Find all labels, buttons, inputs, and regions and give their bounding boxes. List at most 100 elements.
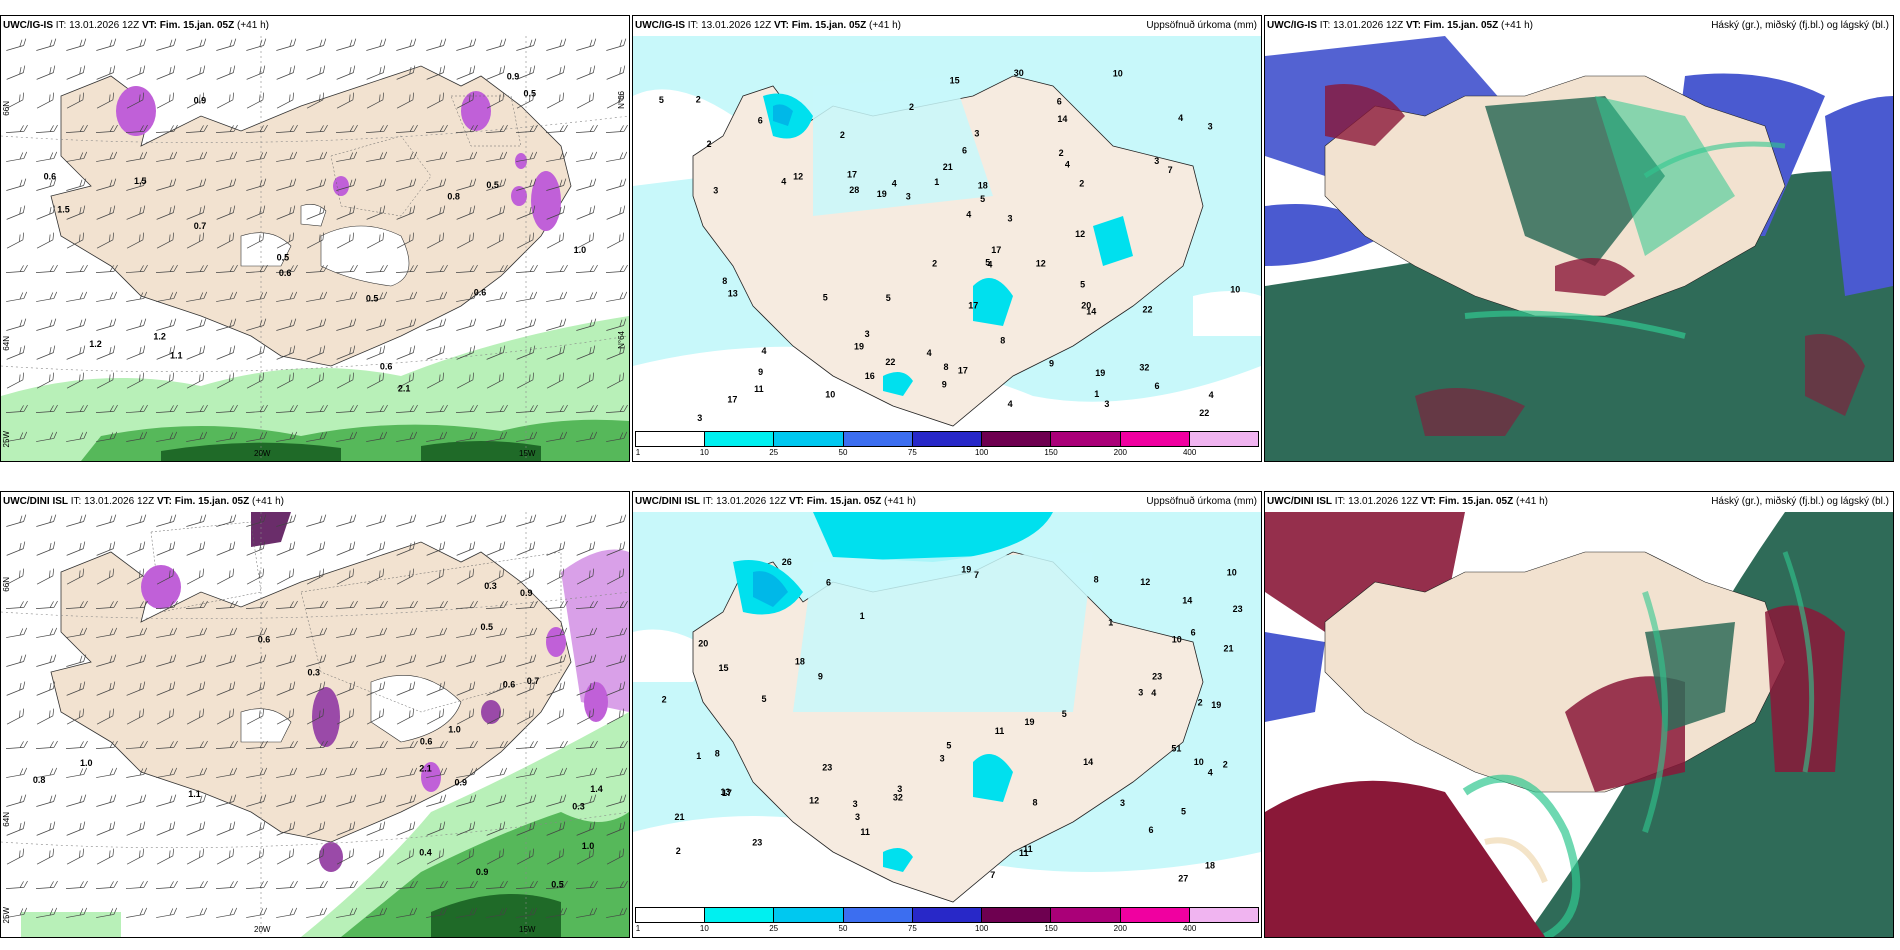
wind-barb — [516, 907, 538, 918]
wind-barb — [576, 178, 597, 191]
value-label: 0.9 — [520, 588, 533, 598]
wind-barb — [246, 541, 266, 556]
wind-barb — [456, 681, 476, 696]
wind-barb — [366, 318, 387, 331]
wind-barb — [156, 654, 177, 667]
wind-barb — [36, 151, 58, 162]
wind-barb — [276, 151, 298, 162]
wind-barb — [186, 205, 206, 220]
wind-barb — [605, 264, 628, 273]
wind-barb — [216, 627, 238, 638]
wind-barb — [306, 514, 327, 527]
colorbar-bin — [982, 432, 1052, 446]
wind-barb — [35, 880, 58, 889]
precip-max — [883, 372, 913, 396]
lat-label-right: N°64 — [617, 331, 626, 349]
value-label: 5 — [946, 740, 951, 750]
wind-barb — [246, 568, 265, 585]
wind-barb — [606, 821, 626, 836]
wind-barb — [576, 291, 598, 302]
colorbar-tick-label: 200 — [1113, 924, 1128, 933]
value-label: 1 — [860, 611, 865, 621]
wind-barb — [546, 318, 567, 331]
wind-barb — [156, 178, 177, 191]
value-label: 4 — [1008, 399, 1013, 409]
wind-barb — [216, 848, 235, 865]
wind-barb — [96, 291, 118, 302]
wind-barb — [6, 767, 28, 778]
value-label: 3 — [1008, 213, 1013, 223]
wind-barb — [486, 345, 506, 360]
wind-barb — [216, 205, 236, 220]
value-label: 0.6 — [380, 362, 393, 372]
wind-barb — [216, 92, 235, 109]
value-label: 8 — [1094, 574, 1099, 584]
value-label: 51 — [1171, 743, 1181, 753]
wind-barb — [335, 124, 358, 133]
precip-max — [973, 278, 1013, 326]
wind-barb — [366, 205, 386, 220]
wind-barb — [276, 654, 297, 667]
precip-cover — [793, 552, 1093, 712]
wind-barb — [126, 151, 148, 162]
wind-barb — [576, 654, 597, 667]
wind-barb — [546, 151, 568, 162]
value-label: 10 — [1172, 635, 1182, 645]
no-precip-area — [1193, 291, 1261, 336]
wind-barb — [456, 907, 478, 918]
wind-barb — [126, 65, 146, 80]
value-label: 23 — [1233, 604, 1243, 614]
wind-barb — [65, 740, 88, 749]
wind-barb — [576, 372, 595, 389]
wind-barb — [5, 124, 28, 133]
wind-barb — [306, 627, 328, 638]
wind-barb — [6, 654, 27, 667]
value-label: 3 — [1154, 156, 1159, 166]
value-label: 2 — [676, 846, 681, 856]
wind-barb — [36, 514, 57, 527]
wind-barb — [186, 65, 206, 80]
value-label: 0.3 — [572, 802, 585, 812]
wind-barb — [486, 205, 506, 220]
wind-barb — [395, 880, 418, 889]
wind-barb — [456, 65, 476, 80]
value-label: 0.6 — [258, 635, 271, 645]
value-label: 0.8 — [447, 192, 460, 202]
low-cloud — [1565, 676, 1685, 792]
value-label: 11 — [754, 384, 764, 394]
colorbar: 1 10 25 50 75 100 150 200 400 — [635, 431, 1259, 459]
wind-barb — [66, 681, 86, 696]
wind-barb — [216, 708, 235, 725]
wind-barb — [66, 568, 85, 585]
wind-barb — [156, 767, 178, 778]
wind-barb — [246, 318, 267, 331]
wind-barb — [96, 541, 116, 556]
wind-barb — [516, 38, 537, 51]
wind-barb — [336, 627, 358, 638]
wind-barb — [426, 151, 448, 162]
wind-barb — [456, 767, 478, 778]
wind-barb — [126, 205, 146, 220]
wind-barb — [485, 740, 508, 749]
wind-barb — [486, 568, 505, 585]
valid-time: Fim. 15.jan. 05Z — [159, 20, 235, 31]
wind-barb — [185, 124, 208, 133]
wind-barb — [336, 821, 356, 836]
wind-barb — [456, 178, 477, 191]
colorbar-bin — [912, 908, 983, 922]
map-title: Háský (gr.), miðský (fj.bl.) og lágský (… — [1711, 496, 1889, 507]
colorbar-bin — [774, 432, 844, 446]
value-label: 4 — [1065, 159, 1070, 169]
wind-barb — [396, 205, 416, 220]
wind-barb — [246, 627, 268, 638]
value-label: 0.5 — [486, 180, 499, 190]
colorbar-tick-label: 50 — [838, 448, 848, 457]
panel-bottom-left: UWC/DINI ISL IT: 13.01.2026 12Z VT: Fim.… — [0, 491, 630, 938]
value-label: 2 — [696, 94, 701, 104]
wind-barb — [516, 345, 536, 360]
wind-barb — [606, 318, 627, 331]
wind-barb — [365, 740, 388, 749]
colorbar-tick-label: 400 — [1182, 448, 1197, 457]
wind-barb — [156, 821, 176, 836]
wind-barb — [276, 205, 296, 220]
